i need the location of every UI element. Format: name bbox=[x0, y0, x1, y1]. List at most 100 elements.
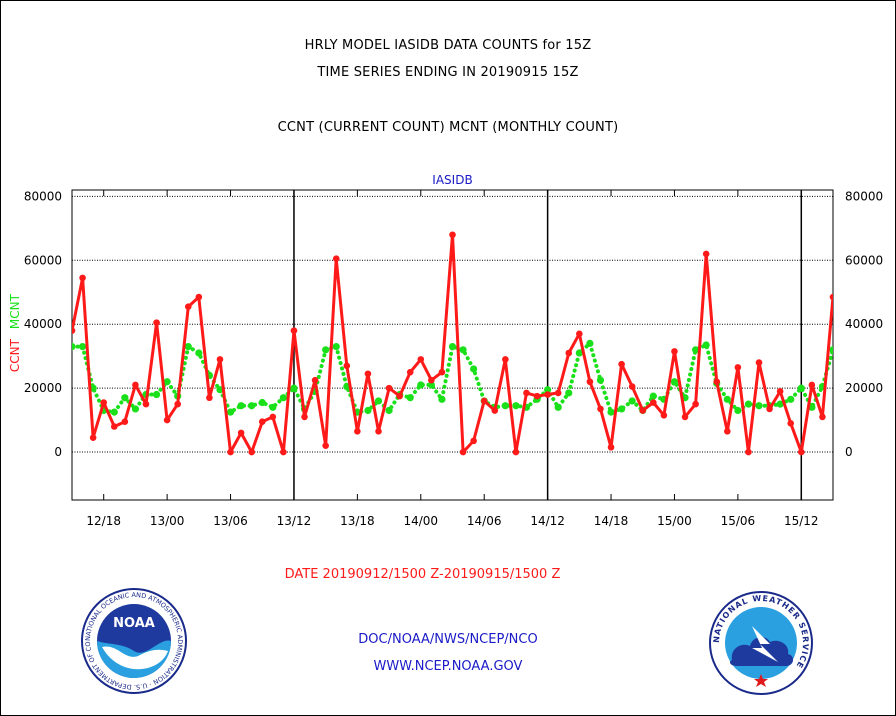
data-point-mcnt bbox=[586, 339, 594, 348]
data-point-ccnt bbox=[258, 418, 266, 426]
data-point-ccnt bbox=[227, 448, 234, 456]
y-label-mcnt: MCNT bbox=[8, 293, 22, 329]
data-point-ccnt bbox=[491, 407, 499, 414]
footer-org: DOC/NOAA/NWS/NCEP/NCO bbox=[358, 632, 538, 647]
x-tick-label: 13/06 bbox=[213, 514, 248, 528]
data-point-mcnt bbox=[797, 384, 805, 392]
data-point-ccnt bbox=[428, 376, 435, 384]
data-point-ccnt bbox=[385, 384, 393, 392]
data-point-ccnt bbox=[110, 423, 118, 430]
data-point-ccnt bbox=[512, 448, 520, 456]
data-point-mcnt bbox=[269, 403, 277, 411]
data-point-ccnt bbox=[269, 413, 277, 421]
data-point-ccnt bbox=[607, 443, 615, 451]
data-point-ccnt bbox=[195, 293, 203, 301]
data-point-mcnt bbox=[131, 405, 140, 413]
data-point-mcnt bbox=[501, 402, 509, 410]
data-point-mcnt bbox=[512, 402, 520, 410]
data-point-mcnt bbox=[110, 408, 118, 416]
data-point-ccnt bbox=[523, 389, 530, 397]
data-point-mcnt bbox=[787, 395, 795, 403]
x-tick-label: 15/00 bbox=[657, 514, 692, 528]
y-tick-label-left: 80000 bbox=[24, 189, 62, 203]
data-point-mcnt bbox=[649, 392, 657, 400]
data-point-mcnt bbox=[596, 376, 605, 384]
data-point-mcnt bbox=[544, 386, 552, 394]
y-tick-label-left: 0 bbox=[54, 445, 62, 459]
data-point-mcnt bbox=[427, 381, 435, 389]
data-point-ccnt bbox=[502, 356, 509, 363]
chart-subtitle: CCNT (CURRENT COUNT) MCNT (MONTHLY COUNT… bbox=[277, 120, 619, 135]
data-point-ccnt bbox=[618, 360, 625, 368]
line-chart: 0 0 20000 20000 40000 40000 60000 60000 80000 800… bbox=[8, 173, 883, 582]
data-point-ccnt bbox=[459, 448, 467, 456]
y-tick-label-left: 40000 bbox=[24, 317, 62, 331]
data-point-ccnt bbox=[100, 399, 108, 406]
x-axis-label: DATE 20190912/1500 Z-20190915/1500 Z bbox=[285, 567, 561, 582]
data-point-mcnt bbox=[406, 394, 414, 402]
data-point-ccnt bbox=[132, 381, 139, 389]
data-point-ccnt bbox=[576, 330, 583, 338]
data-point-ccnt bbox=[364, 370, 372, 378]
nws-logo: NATIONAL WEATHER SERVICE bbox=[709, 591, 813, 695]
data-point-mcnt bbox=[78, 342, 87, 351]
data-point-ccnt bbox=[89, 434, 97, 441]
data-point-ccnt bbox=[449, 231, 456, 239]
data-point-mcnt bbox=[565, 389, 573, 397]
data-point-ccnt bbox=[332, 255, 340, 263]
x-tick-label: 14/06 bbox=[467, 514, 502, 528]
data-point-ccnt bbox=[766, 405, 773, 413]
data-point-ccnt bbox=[354, 427, 361, 435]
y-tick-label-left: 20000 bbox=[24, 381, 62, 395]
data-point-ccnt bbox=[745, 448, 752, 456]
x-tick-label: 14/00 bbox=[403, 514, 438, 528]
data-point-mcnt bbox=[385, 406, 393, 415]
data-point-ccnt bbox=[142, 400, 150, 408]
data-point-mcnt bbox=[163, 378, 171, 386]
data-point-ccnt bbox=[776, 388, 784, 395]
data-point-ccnt bbox=[322, 442, 329, 449]
data-point-ccnt bbox=[713, 378, 721, 386]
series-ccnt bbox=[72, 231, 833, 456]
data-point-mcnt bbox=[755, 402, 763, 410]
data-point-mcnt bbox=[554, 403, 562, 411]
data-point-mcnt bbox=[364, 406, 372, 415]
data-point-ccnt bbox=[671, 348, 678, 355]
data-point-ccnt bbox=[301, 413, 308, 421]
data-point-ccnt bbox=[206, 394, 213, 402]
x-tick-label: 14/18 bbox=[594, 514, 629, 528]
data-point-ccnt bbox=[734, 364, 742, 371]
data-point-mcnt bbox=[776, 400, 784, 408]
data-point-ccnt bbox=[216, 356, 224, 363]
data-point-ccnt bbox=[396, 392, 403, 400]
data-point-ccnt bbox=[755, 359, 763, 366]
data-point-mcnt bbox=[628, 397, 636, 405]
y-tick-label-right: 0 bbox=[845, 445, 853, 459]
data-point-ccnt bbox=[343, 362, 351, 370]
data-point-mcnt bbox=[829, 346, 833, 354]
data-point-ccnt bbox=[702, 250, 710, 258]
data-point-ccnt bbox=[650, 399, 657, 406]
data-point-ccnt bbox=[681, 413, 689, 421]
data-point-mcnt bbox=[417, 381, 425, 389]
data-point-ccnt bbox=[121, 418, 129, 426]
nws-star-icon bbox=[754, 674, 768, 687]
footer-url[interactable]: WWW.NCEP.NOAA.GOV bbox=[373, 659, 523, 674]
data-point-ccnt bbox=[470, 437, 477, 445]
data-point-mcnt bbox=[607, 408, 615, 416]
data-point-ccnt bbox=[406, 368, 414, 376]
data-point-ccnt bbox=[692, 400, 699, 408]
data-point-mcnt bbox=[702, 341, 710, 349]
x-tick-label: 15/12 bbox=[784, 514, 819, 528]
chart-title-line1: HRLY MODEL IASIDB DATA COUNTS for 15Z bbox=[304, 38, 592, 53]
y-label-ccnt: CCNT bbox=[8, 338, 22, 372]
y-tick-label-right: 40000 bbox=[845, 317, 883, 331]
data-point-ccnt bbox=[480, 397, 488, 405]
data-point-mcnt bbox=[195, 349, 203, 357]
series-line-mcnt bbox=[72, 339, 833, 415]
noaa-logo-text: NOAA bbox=[113, 616, 155, 631]
data-point-ccnt bbox=[544, 391, 551, 398]
data-point-mcnt bbox=[248, 402, 256, 410]
data-point-ccnt bbox=[290, 327, 298, 334]
noaa-logo: NOAA NATIONAL OCEANIC AND ATMOSPHERIC AD… bbox=[80, 587, 187, 694]
